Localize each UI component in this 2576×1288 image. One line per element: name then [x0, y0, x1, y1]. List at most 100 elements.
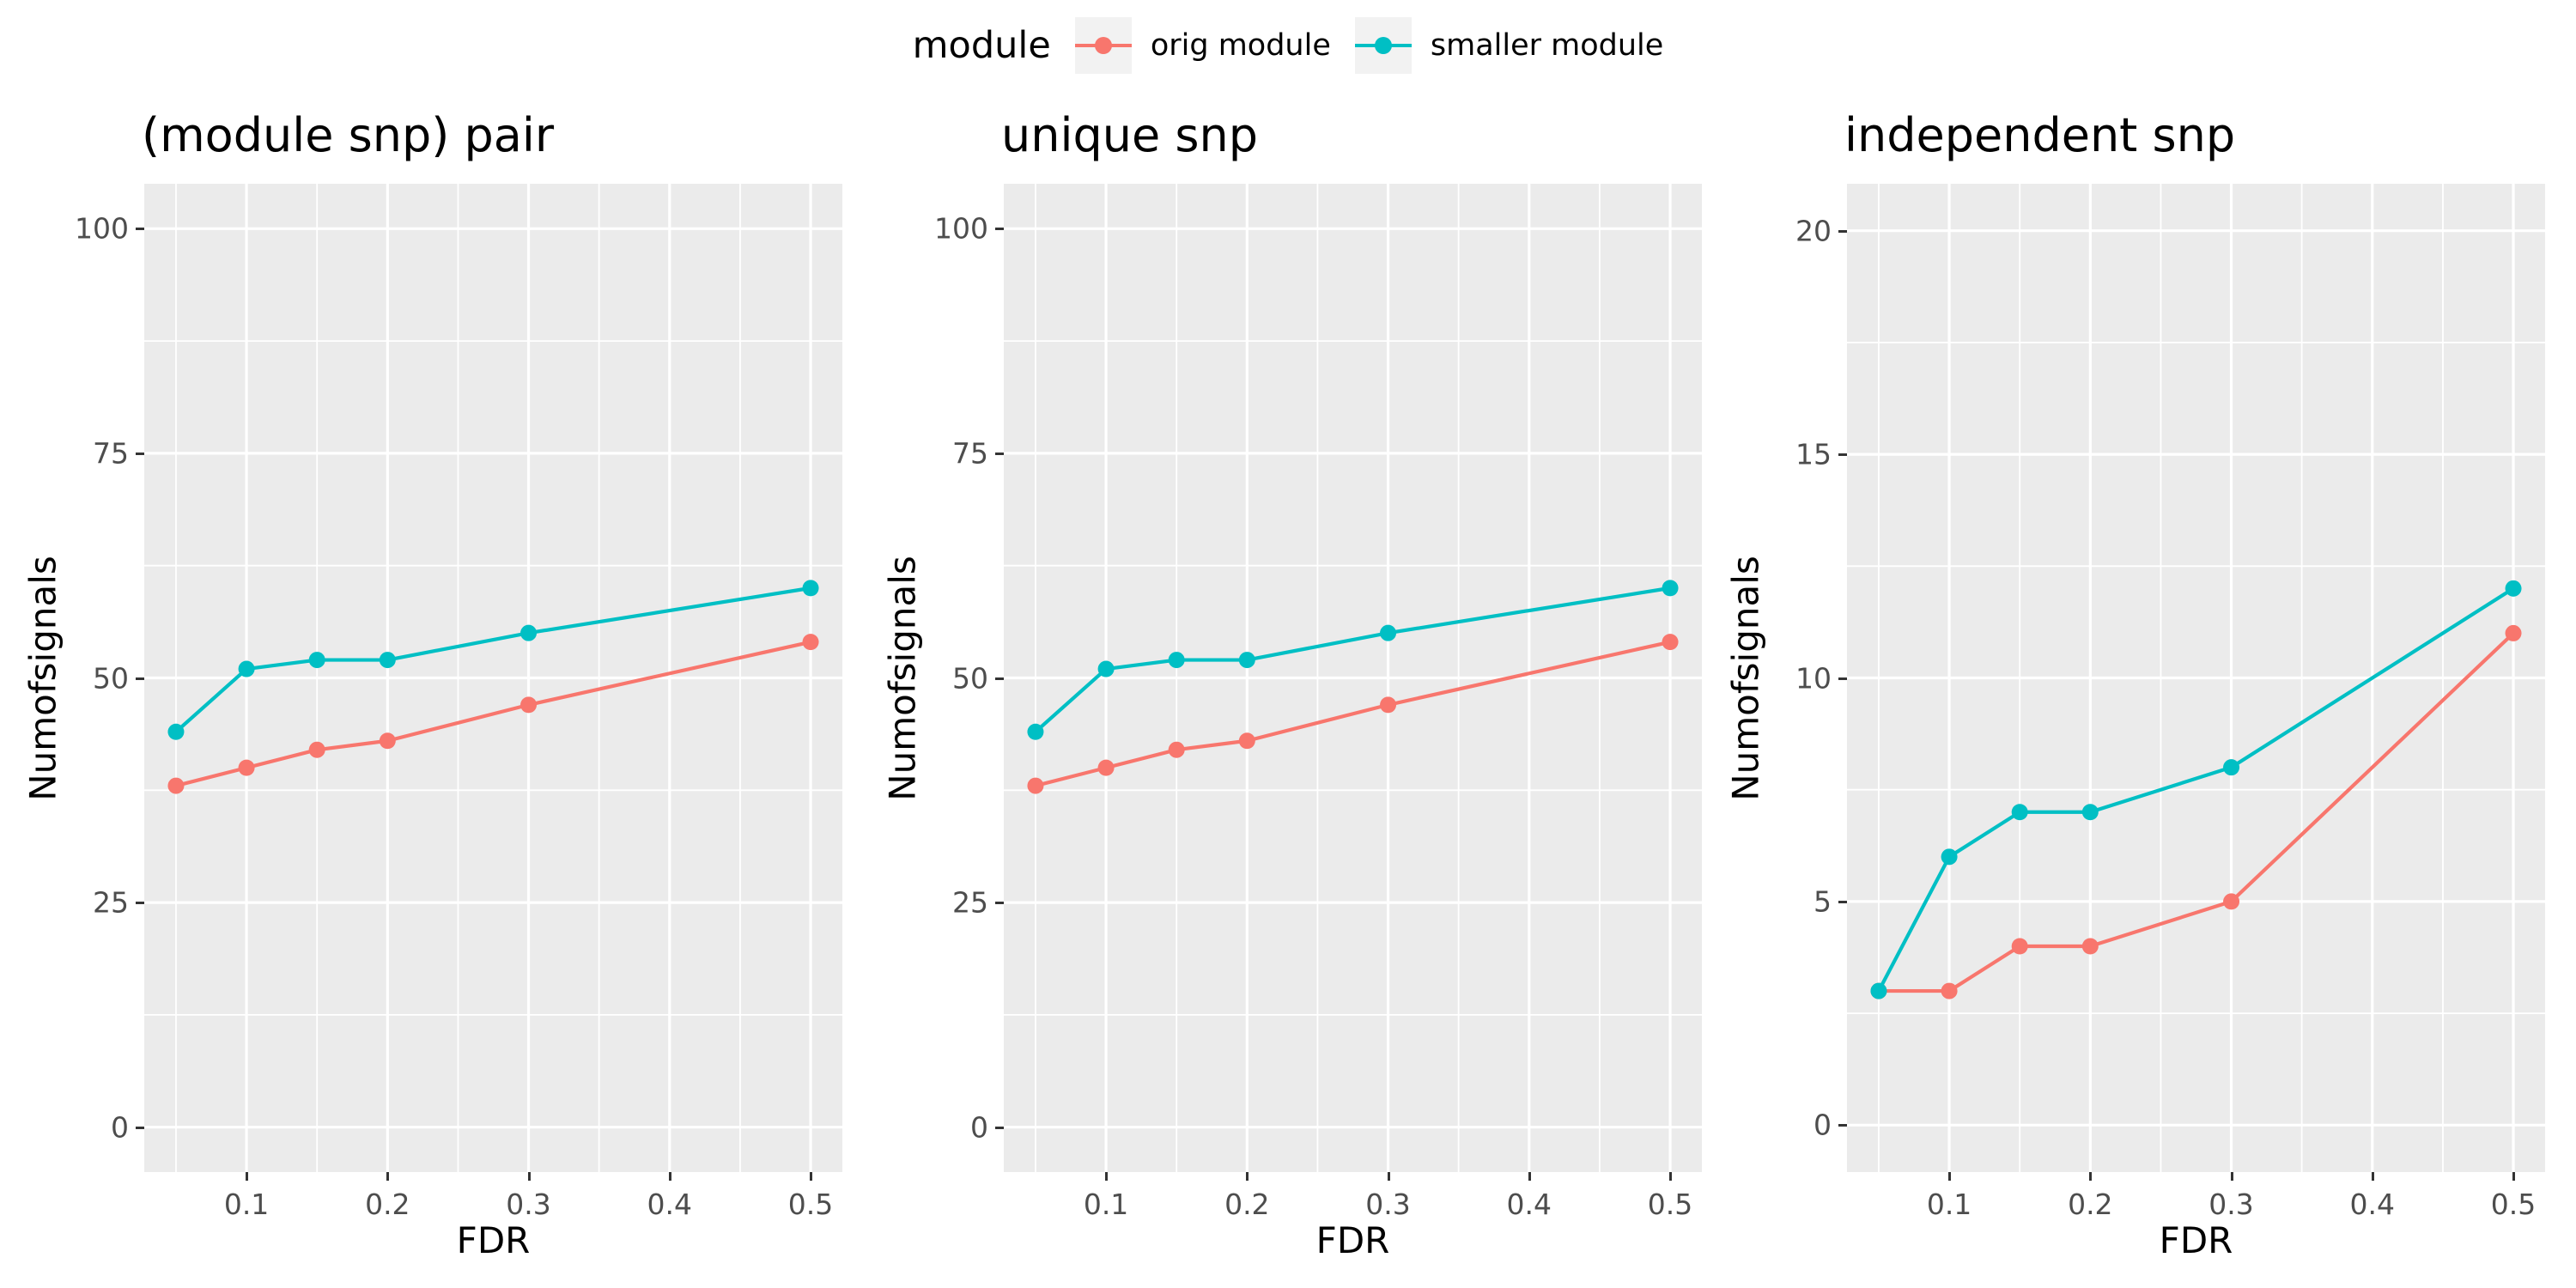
x-tick-mark [1948, 1172, 1952, 1181]
data-point-orig-module [1168, 741, 1185, 758]
data-point-orig-module [2505, 624, 2522, 641]
x-tick-mark [2089, 1172, 2093, 1181]
x-tick-mark [1528, 1172, 1531, 1181]
x-tick-label: 0.4 [1506, 1188, 1552, 1221]
x-tick-mark [668, 1172, 671, 1181]
panel-title: (module snp) pair [142, 108, 555, 162]
legend: module orig module smaller module [0, 9, 2576, 82]
panel-title: independent snp [1844, 108, 2236, 162]
y-tick-label: 100 [75, 211, 129, 246]
data-point-smaller-module [1662, 580, 1679, 597]
data-point-smaller-module [1238, 652, 1255, 669]
data-point-orig-module [1027, 777, 1044, 794]
y-tick-label: 0 [1814, 1108, 1832, 1142]
legend-point-glyph [1374, 37, 1392, 54]
y-tick-mark [136, 677, 144, 680]
data-point-smaller-module [1168, 652, 1185, 669]
legend-item-orig-module: orig module [1074, 17, 1331, 74]
y-tick-label: 5 [1814, 884, 1832, 919]
x-tick-label: 0.4 [2349, 1188, 2396, 1221]
legend-label: smaller module [1430, 28, 1664, 63]
y-tick-label: 50 [952, 661, 988, 695]
series-line-smaller-module [1033, 586, 1673, 734]
y-tick-mark [995, 1126, 1004, 1129]
y-tick-label: 0 [111, 1110, 129, 1145]
data-point-smaller-module [308, 652, 325, 669]
data-point-orig-module [1380, 696, 1397, 714]
plot-area [144, 184, 842, 1172]
x-tick-mark [1246, 1172, 1249, 1181]
data-point-orig-module [379, 732, 396, 750]
x-tick-label: 0.3 [506, 1188, 551, 1221]
x-axis-label: FDR [456, 1219, 531, 1261]
plot-area [1847, 184, 2545, 1172]
x-tick-mark [246, 1172, 249, 1181]
x-tick-mark [386, 1172, 390, 1181]
x-tick-mark [2512, 1172, 2516, 1181]
x-tick-mark [527, 1172, 531, 1181]
data-point-orig-module [520, 696, 538, 714]
y-tick-mark [1838, 677, 1847, 680]
y-tick-label: 0 [970, 1110, 988, 1145]
series-line-orig-module [1033, 640, 1673, 788]
x-axis-label: FDR [1315, 1219, 1390, 1261]
plot-area [1004, 184, 1702, 1172]
y-tick-mark [995, 452, 1004, 455]
y-tick-label: 15 [1795, 437, 1832, 471]
data-point-smaller-module [1870, 982, 1887, 999]
data-point-orig-module [2081, 938, 2099, 955]
x-tick-label: 0.1 [223, 1188, 270, 1221]
legend-title: module [912, 24, 1051, 67]
x-tick-label: 0.2 [2068, 1188, 2113, 1221]
y-tick-mark [136, 452, 144, 455]
data-point-smaller-module [167, 723, 185, 740]
series-line-smaller-module [1876, 586, 2516, 993]
x-axis-label: FDR [2159, 1219, 2233, 1261]
data-point-smaller-module [379, 652, 396, 669]
y-tick-mark [1838, 229, 1847, 233]
y-axis-label: Numofsignals [1724, 555, 1767, 801]
y-tick-mark [995, 228, 1004, 231]
y-tick-label: 20 [1795, 214, 1832, 248]
y-axis-label: Numofsignals [21, 555, 64, 801]
data-point-orig-module [238, 759, 255, 776]
panel-canvas [1004, 184, 1702, 1172]
data-point-orig-module [1097, 759, 1115, 776]
data-point-smaller-module [2081, 804, 2099, 821]
x-tick-label: 0.3 [1365, 1188, 1411, 1221]
legend-point-glyph [1094, 37, 1112, 54]
series-line-smaller-module [173, 586, 813, 734]
x-tick-label: 0.1 [1083, 1188, 1129, 1221]
data-point-smaller-module [520, 624, 538, 641]
data-point-smaller-module [2223, 759, 2240, 776]
x-tick-label: 0.3 [2208, 1188, 2254, 1221]
data-point-smaller-module [1097, 660, 1115, 677]
y-tick-label: 50 [93, 661, 129, 695]
x-tick-mark [2230, 1172, 2233, 1181]
data-point-smaller-module [2011, 804, 2028, 821]
y-tick-label: 10 [1795, 661, 1832, 695]
y-tick-mark [136, 902, 144, 905]
data-point-smaller-module [2505, 580, 2522, 597]
x-tick-mark [2371, 1172, 2374, 1181]
y-axis-label: Numofsignals [881, 555, 924, 801]
x-tick-label: 0.5 [2490, 1188, 2537, 1221]
data-point-smaller-module [1941, 848, 1958, 866]
data-point-orig-module [1941, 982, 1958, 999]
panel-canvas [1847, 184, 2545, 1172]
data-point-orig-module [2011, 938, 2028, 955]
data-point-smaller-module [1380, 624, 1397, 641]
x-tick-label: 0.5 [1647, 1188, 1693, 1221]
panel-title: unique snp [1001, 108, 1258, 162]
x-tick-mark [1669, 1172, 1673, 1181]
x-tick-label: 0.5 [787, 1188, 834, 1221]
data-point-orig-module [802, 634, 819, 651]
data-point-orig-module [308, 741, 325, 758]
data-point-orig-module [167, 777, 185, 794]
legend-key-orig-module [1074, 17, 1132, 74]
y-tick-label: 75 [952, 436, 988, 471]
y-tick-label: 25 [93, 885, 129, 920]
y-tick-label: 25 [952, 885, 988, 920]
y-tick-mark [136, 1126, 144, 1129]
